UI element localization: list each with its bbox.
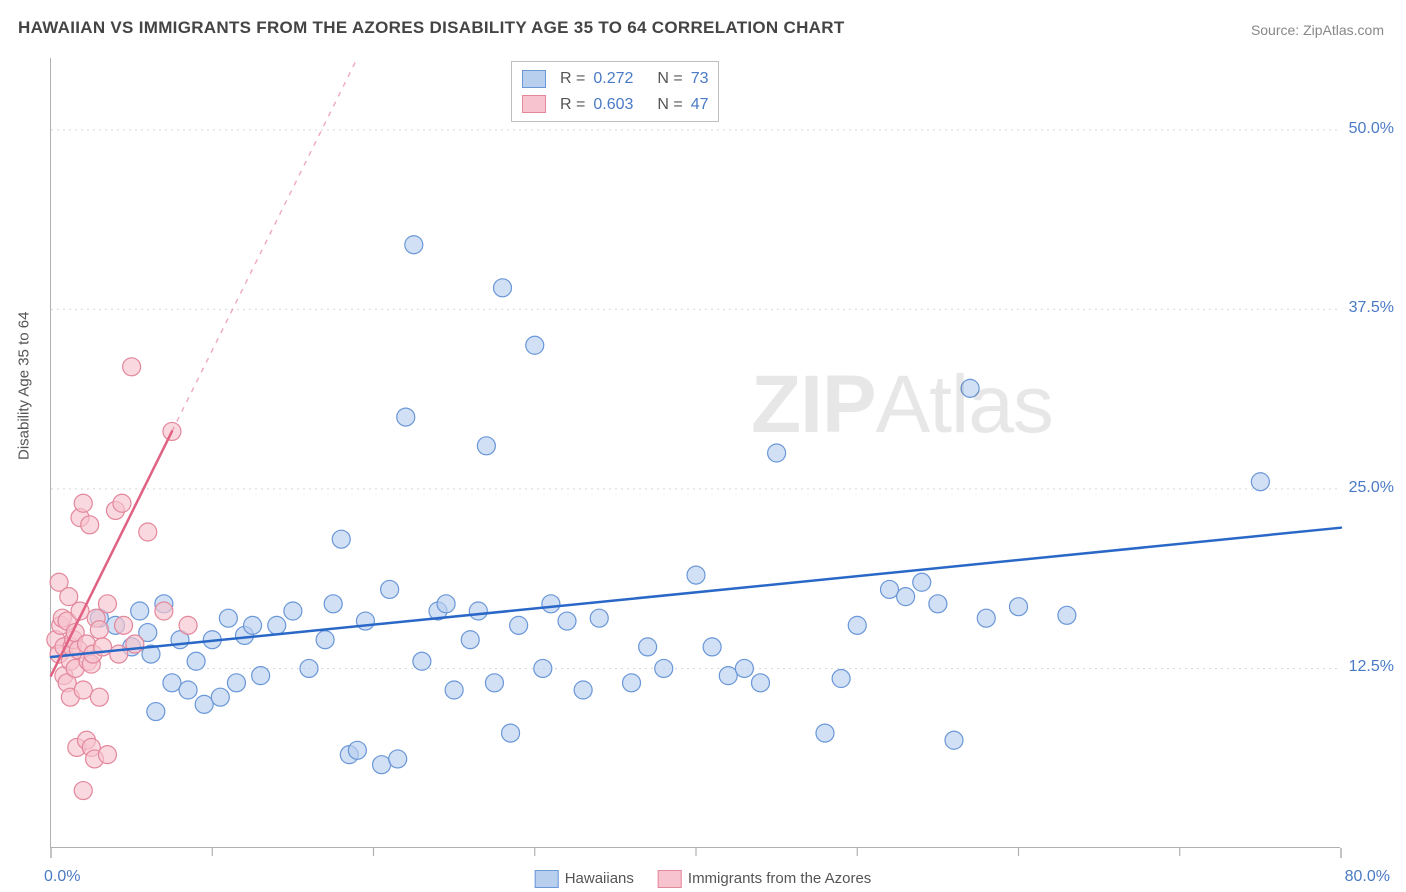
legend-n-label: N =	[657, 66, 682, 92]
legend-swatch	[658, 870, 682, 888]
legend-row: R = 0.272 N = 73	[522, 66, 708, 92]
y-tick-label: 37.5%	[1349, 299, 1394, 317]
chart-title: HAWAIIAN VS IMMIGRANTS FROM THE AZORES D…	[18, 18, 845, 38]
legend-n-label: N =	[657, 92, 682, 118]
y-tick-label: 50.0%	[1349, 120, 1394, 138]
legend-row: R = 0.603 N = 47	[522, 92, 708, 118]
source-prefix: Source:	[1251, 22, 1303, 38]
correlation-legend: R = 0.272 N = 73 R = 0.603 N = 47	[511, 61, 719, 122]
source-label: Source: ZipAtlas.com	[1251, 22, 1384, 38]
y-axis-label: Disability Age 35 to 64	[16, 312, 33, 460]
bottom-legend-item: Hawaiians	[535, 870, 634, 888]
series-legend: Hawaiians Immigrants from the Azores	[535, 870, 872, 888]
legend-r-value: 0.603	[593, 92, 649, 118]
legend-swatch	[522, 95, 546, 113]
bottom-legend-label: Immigrants from the Azores	[688, 870, 871, 887]
bottom-legend-label: Hawaiians	[565, 870, 634, 887]
legend-r-label: R =	[560, 92, 585, 118]
legend-r-label: R =	[560, 66, 585, 92]
y-tick-label: 12.5%	[1349, 658, 1394, 676]
legend-n-value: 73	[691, 66, 709, 92]
legend-swatch	[522, 70, 546, 88]
source-name: ZipAtlas.com	[1303, 22, 1384, 38]
plot-area: ZIPAtlas R =0.272N =73R =0.603N =47	[50, 58, 1340, 848]
x-axis-max-label: 80.0%	[1345, 868, 1390, 886]
legend-swatch	[535, 870, 559, 888]
legend-r-value: 0.272	[593, 66, 649, 92]
bottom-legend-item: Immigrants from the Azores	[658, 870, 871, 888]
legend-n-value: 47	[691, 92, 709, 118]
y-tick-label: 25.0%	[1349, 479, 1394, 497]
scatter-svg	[51, 58, 1341, 848]
x-axis-min-label: 0.0%	[44, 868, 80, 886]
